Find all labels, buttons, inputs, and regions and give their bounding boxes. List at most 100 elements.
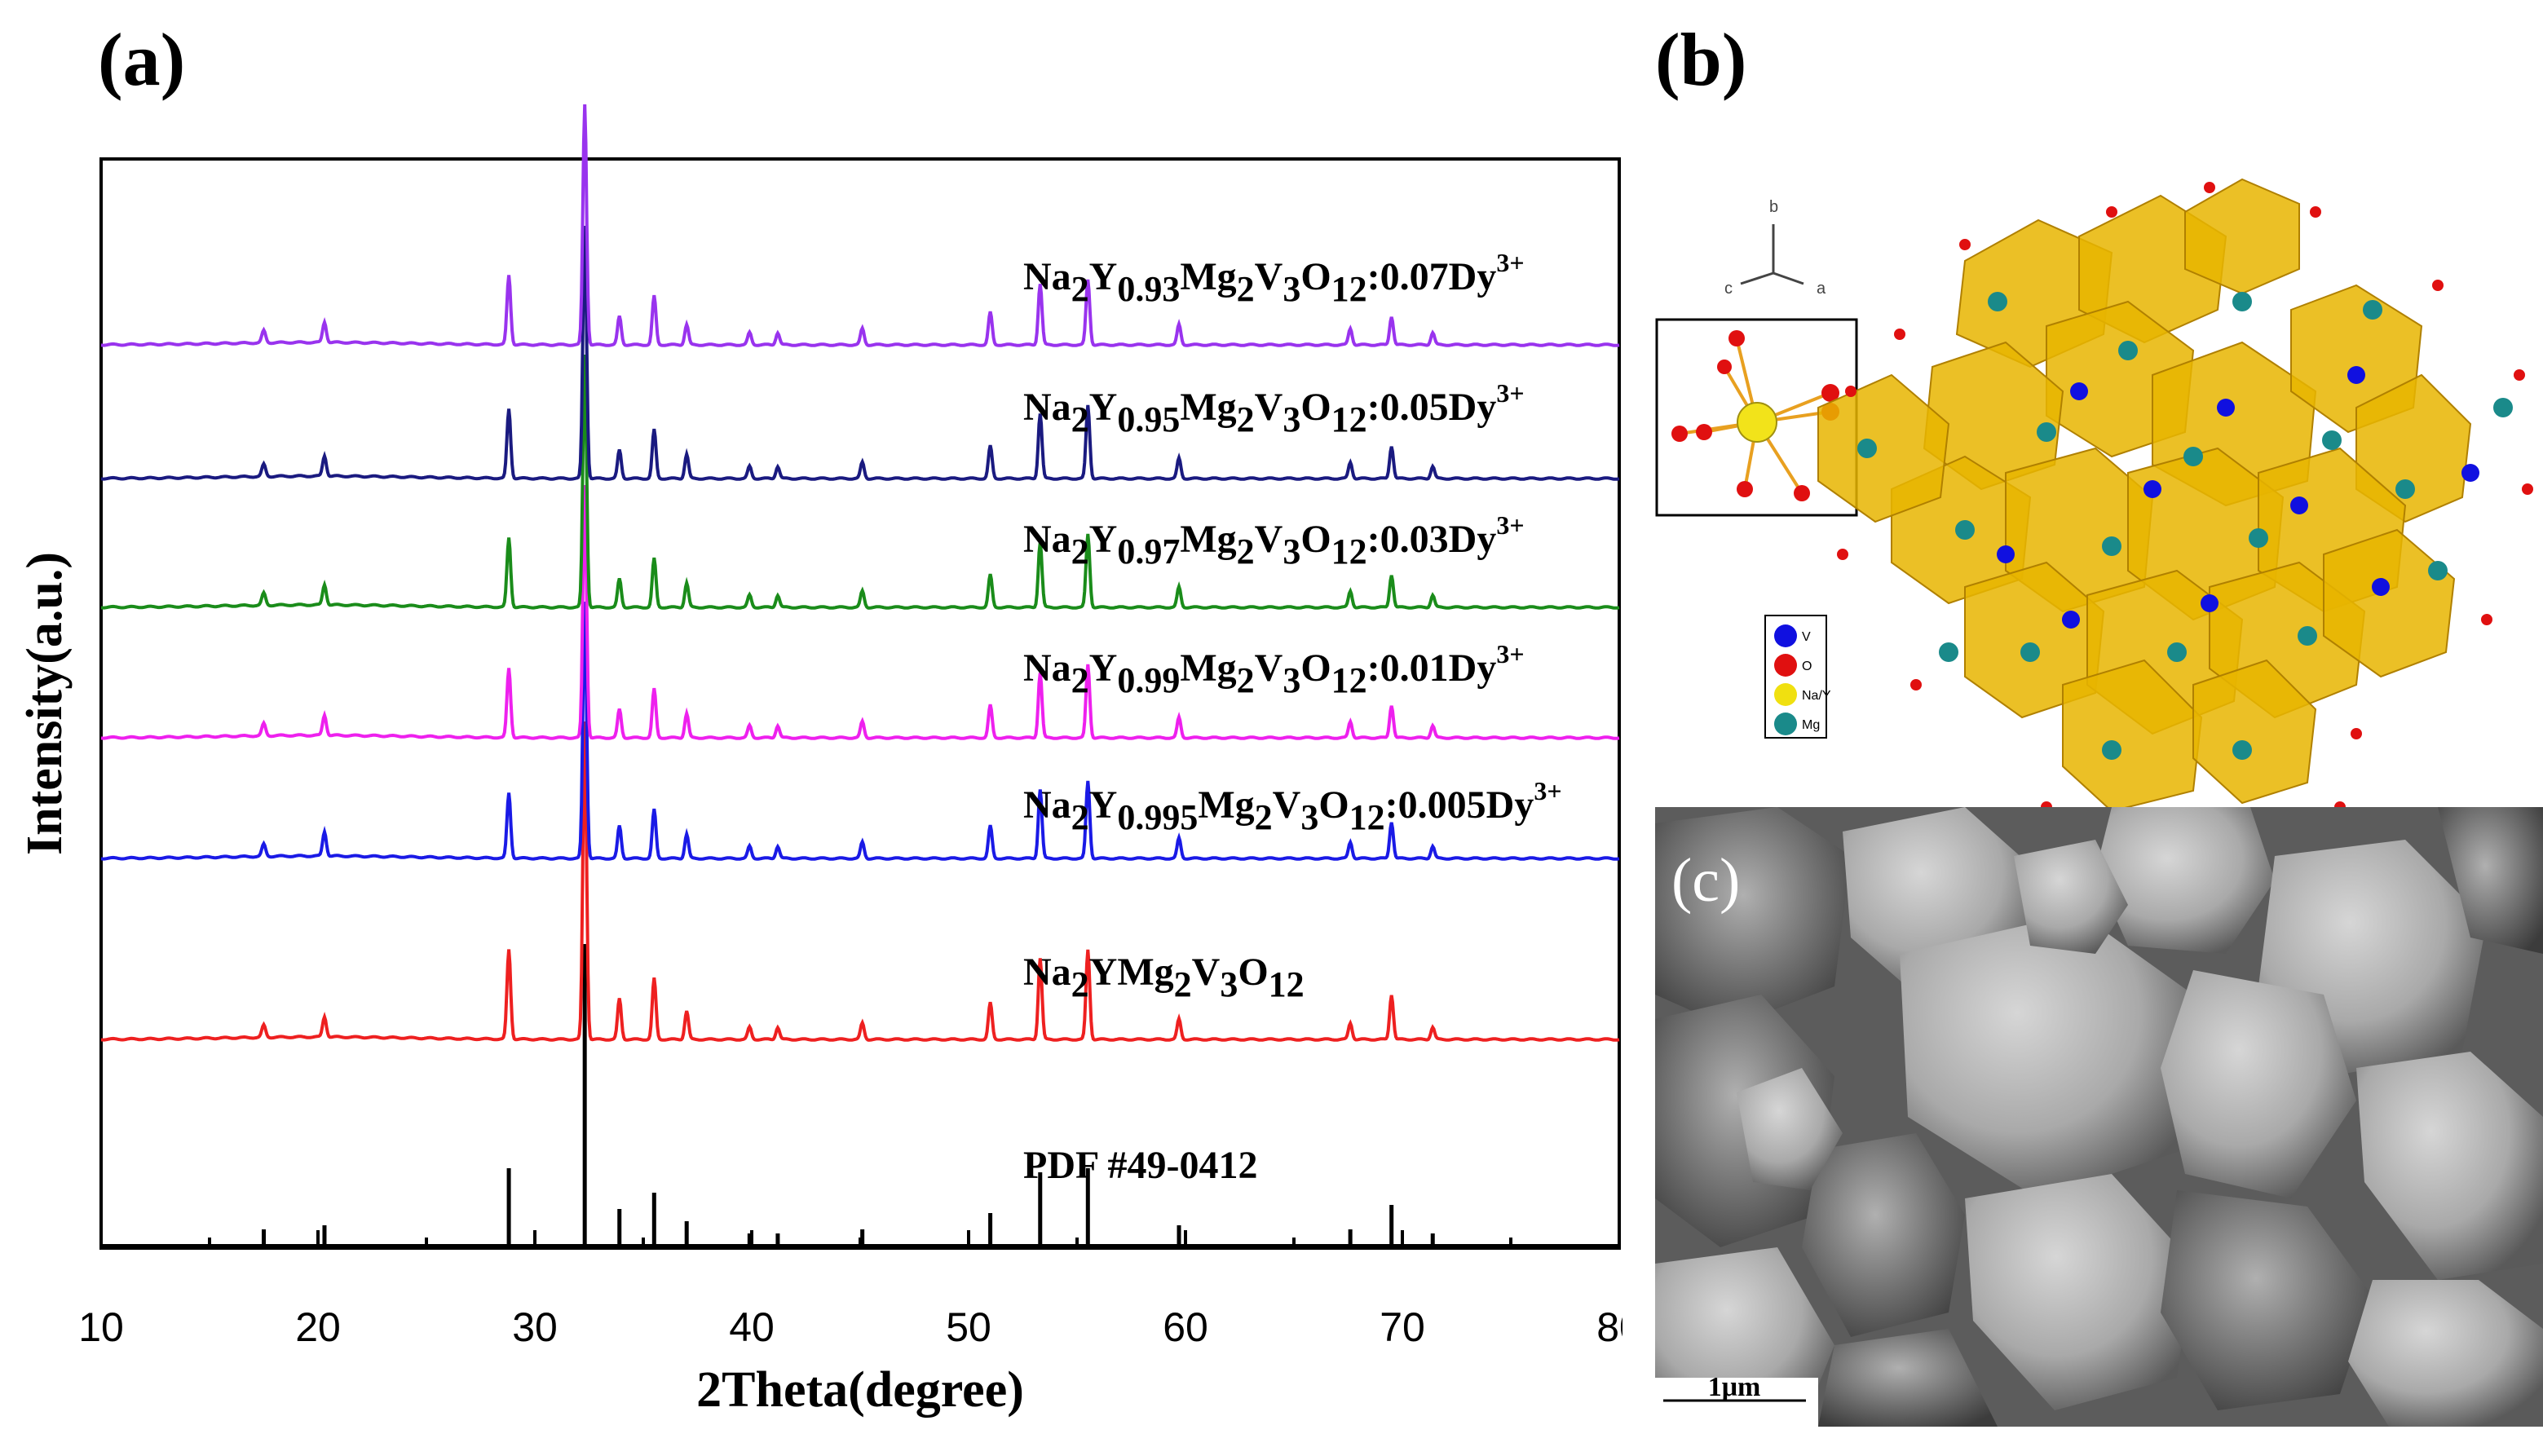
x-axis: 10 20 30 40 50 60 70 80: [78, 1230, 1622, 1350]
series-1-label-part: Na: [1023, 951, 1071, 994]
panel-c-label: (c): [1671, 846, 1740, 915]
x-tick-label: 20: [295, 1304, 341, 1350]
series-0-label-part: PDF #49-0412: [1023, 1144, 1258, 1187]
series-5-label: Na2Y0.95Mg2V3O12:0.05Dy3+: [1023, 378, 1525, 439]
x-tick-label: 30: [512, 1304, 558, 1350]
legend-label: O: [1802, 660, 1812, 673]
crystal-structure: b c a: [1655, 178, 2533, 813]
series-1-label-part: 12: [1269, 964, 1305, 1004]
series-3-label-part: 12: [1331, 660, 1367, 700]
series-4-label-part: 3+: [1496, 510, 1524, 540]
series-5-line: [100, 226, 1620, 481]
series-4-label-part: 2: [1071, 532, 1089, 571]
legend-swatch: [1774, 713, 1797, 735]
series-3-label-part: :0.01Dy: [1367, 646, 1497, 690]
series-0: PDF #49-0412: [101, 944, 1619, 1247]
x-tick-label: 70: [1380, 1304, 1425, 1350]
series-3-label-part: 3: [1283, 660, 1300, 700]
series-2-label-part: Na: [1023, 783, 1071, 827]
series-4: Na2Y0.97Mg2V3O12:0.03Dy3+: [100, 355, 1620, 610]
grains: [1655, 807, 2543, 1427]
series-5-label-part: Na: [1023, 386, 1071, 429]
legend-swatch: [1774, 624, 1797, 647]
series-5-label-part: Mg: [1180, 386, 1236, 429]
legend-swatch: [1774, 654, 1797, 677]
series-5: Na2Y0.95Mg2V3O12:0.05Dy3+: [100, 226, 1620, 481]
series-6-label-part: 2: [1237, 269, 1255, 309]
x-tick-label: 60: [1163, 1304, 1208, 1350]
series-6: Na2Y0.93Mg2V3O12:0.07Dy3+: [100, 104, 1620, 347]
x-tick-label: 10: [78, 1304, 124, 1350]
polyhedra-network: [1817, 178, 2533, 813]
series-2-label-part: V: [1273, 783, 1301, 827]
series-5-label-part: O: [1300, 386, 1331, 429]
scale-bar-label: 1μm: [1708, 1372, 1761, 1402]
series-4-line: [100, 355, 1620, 610]
x-tick-label: 40: [729, 1304, 775, 1350]
series-3-label-part: 2: [1071, 660, 1089, 700]
series-2-label-part: Mg: [1198, 783, 1254, 827]
series-5-label-part: 3: [1283, 399, 1300, 439]
series-2-label-part: :0.005Dy: [1385, 783, 1534, 827]
series-4-label-part: 2: [1237, 532, 1255, 571]
series-1-label-part: O: [1238, 951, 1268, 994]
series-1-line: [100, 721, 1620, 1042]
legend-entries: V O Na/Y Mg: [1774, 624, 1831, 735]
series-3-line: [100, 485, 1620, 740]
series-2-label-part: 2: [1071, 797, 1089, 837]
series-4-label-part: V: [1255, 518, 1283, 561]
series-4-label-part: 3: [1283, 532, 1300, 571]
series-3-label: Na2Y0.99Mg2V3O12:0.01Dy3+: [1023, 639, 1525, 700]
legend-swatch: [1774, 683, 1797, 706]
series-5-label-part: :0.05Dy: [1367, 386, 1497, 429]
x-axis-label: 2Theta(degree): [696, 1362, 1024, 1418]
series-2-label-part: Y: [1089, 783, 1118, 827]
series-3-label-part: Na: [1023, 646, 1071, 690]
series-2-label-part: 0.995: [1117, 797, 1198, 837]
series-6-line: [100, 104, 1620, 347]
legend-label: V: [1802, 630, 1811, 644]
series-4-label: Na2Y0.97Mg2V3O12:0.03Dy3+: [1023, 510, 1525, 571]
series-2-label-part: 2: [1255, 797, 1273, 837]
x-tick-label: 50: [946, 1304, 991, 1350]
series-5-label-part: 0.95: [1117, 399, 1180, 439]
series-5-label-part: 12: [1331, 399, 1367, 439]
series-1-label-part: 2: [1174, 964, 1192, 1004]
sem-image: (c) 1μm: [1655, 807, 2543, 1427]
series-6-label-part: 0.93: [1117, 269, 1180, 309]
axis-triad: b c a: [1724, 198, 1826, 298]
series-6-label: Na2Y0.93Mg2V3O12:0.07Dy3+: [1023, 248, 1525, 309]
sem-micrograph: (c) 1μm: [1655, 807, 2543, 1427]
series-1-label-part: 2: [1071, 964, 1089, 1004]
series-5-label-part: V: [1255, 386, 1283, 429]
series-6-label-part: 3: [1283, 269, 1300, 309]
series-5-label-part: 3+: [1496, 378, 1524, 408]
series-6-label-part: 2: [1071, 269, 1089, 309]
axis-b: b: [1769, 198, 1778, 216]
series-3-label-part: 0.99: [1117, 660, 1180, 700]
series-5-label-part: 2: [1237, 399, 1255, 439]
series-4-label-part: :0.03Dy: [1367, 518, 1497, 561]
xrd-chart: PDF #49-0412Na2YMg2V3O12Na2Y0.995Mg2V3O1…: [17, 104, 1622, 1418]
series-6-label-part: V: [1255, 255, 1283, 298]
series-5-label-part: Y: [1089, 386, 1118, 429]
series-0-label: PDF #49-0412: [1023, 1144, 1258, 1187]
series-3: Na2Y0.99Mg2V3O12:0.01Dy3+: [100, 485, 1620, 740]
series-3-label-part: 2: [1237, 660, 1255, 700]
series-3-label-part: 3+: [1496, 639, 1524, 668]
series-3-label-part: V: [1255, 646, 1283, 690]
x-tick-label: 80: [1596, 1304, 1622, 1350]
series-4-label-part: Y: [1089, 518, 1118, 561]
series-2-label: Na2Y0.995Mg2V3O12:0.005Dy3+: [1023, 776, 1562, 837]
legend-label: Mg: [1802, 718, 1820, 732]
series-4-label-part: 0.97: [1117, 532, 1180, 571]
series-1-label: Na2YMg2V3O12: [1023, 951, 1305, 1004]
scale-bar: 1μm: [1655, 1372, 1818, 1427]
series-2-line: [100, 602, 1620, 861]
panel-b-label: (b): [1655, 18, 1747, 101]
series-layer: PDF #49-0412Na2YMg2V3O12Na2Y0.995Mg2V3O1…: [100, 104, 1620, 1247]
series-1-label-part: V: [1192, 951, 1221, 994]
series-4-label-part: O: [1300, 518, 1331, 561]
series-6-label-part: O: [1300, 255, 1331, 298]
series-1: Na2YMg2V3O12: [100, 721, 1620, 1042]
